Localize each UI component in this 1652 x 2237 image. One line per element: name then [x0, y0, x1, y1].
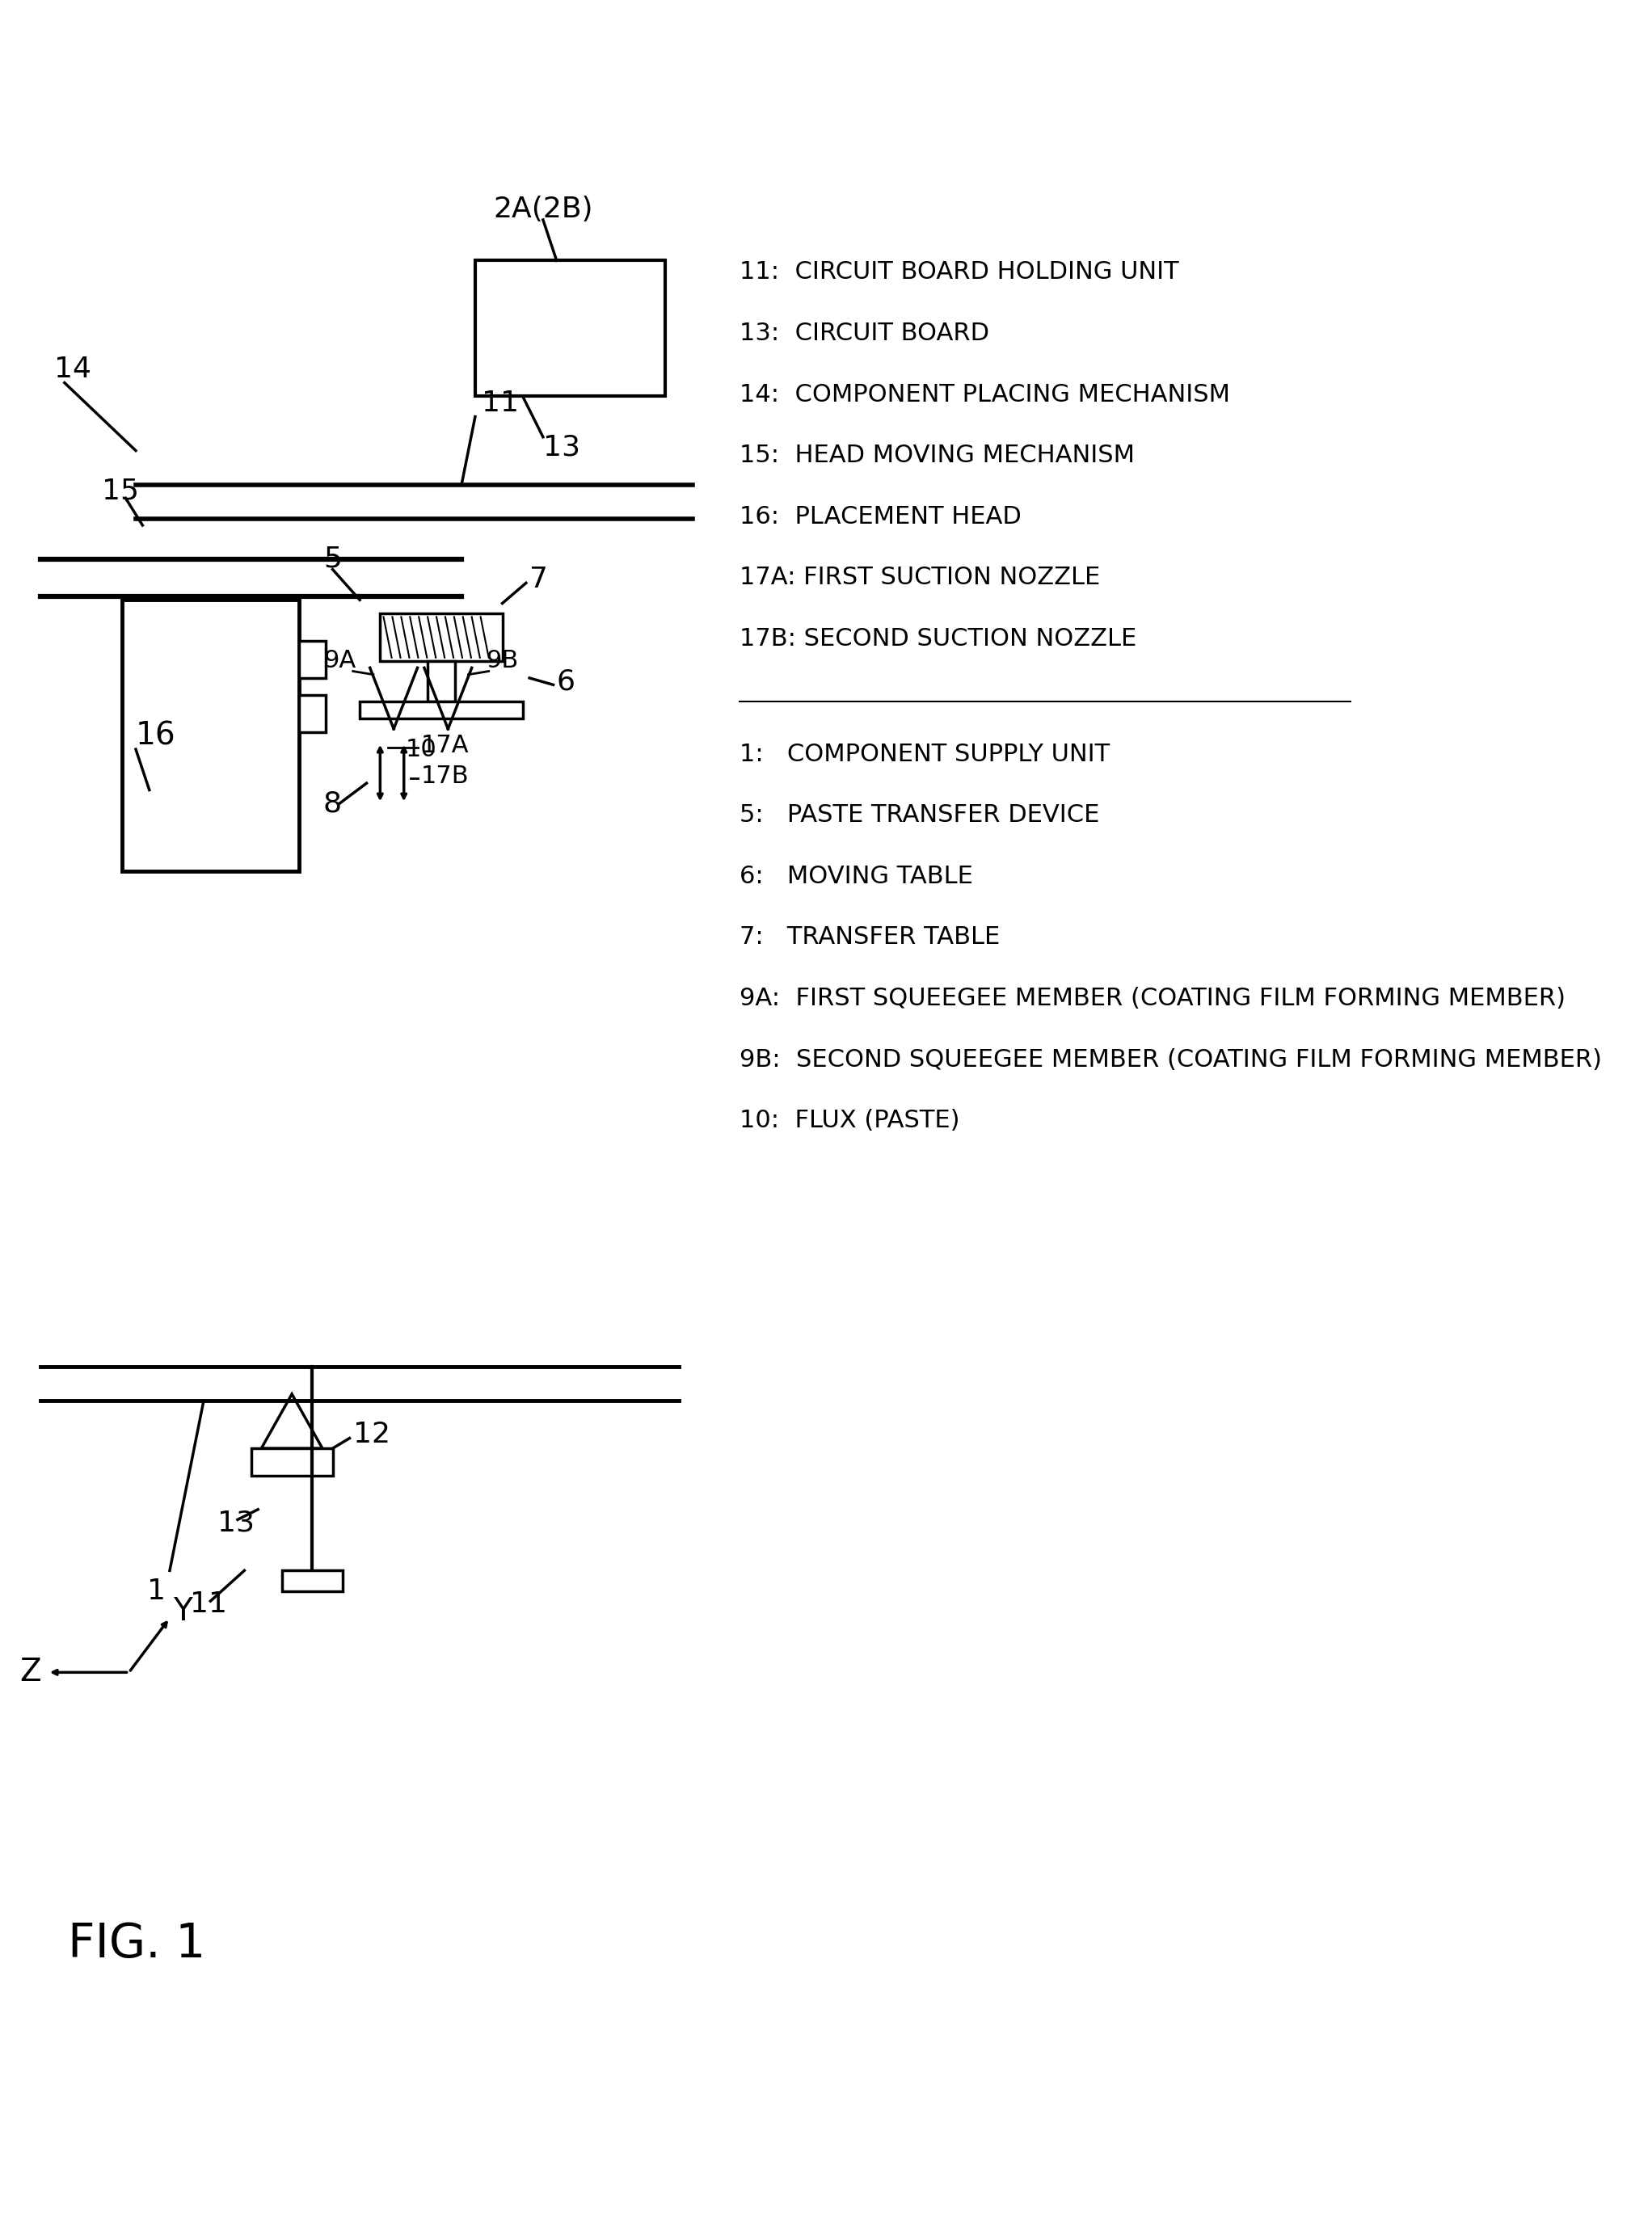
Bar [122, 600, 299, 872]
Bar [299, 696, 325, 731]
Text: 15: 15 [102, 476, 139, 506]
Text: 12: 12 [354, 1420, 390, 1450]
Text: 9A: 9A [324, 649, 355, 673]
Bar [428, 660, 454, 702]
Text: 11:  CIRCUIT BOARD HOLDING UNIT: 11: CIRCUIT BOARD HOLDING UNIT [740, 259, 1180, 284]
Text: 14: 14 [55, 356, 91, 383]
Text: 17B: SECOND SUCTION NOZZLE: 17B: SECOND SUCTION NOZZLE [740, 626, 1137, 651]
Text: 9B:  SECOND SQUEEGEE MEMBER (COATING FILM FORMING MEMBER): 9B: SECOND SQUEEGEE MEMBER (COATING FILM… [740, 1047, 1602, 1072]
Text: 16:  PLACEMENT HEAD: 16: PLACEMENT HEAD [740, 506, 1021, 528]
Text: 10: 10 [405, 738, 436, 761]
Text: 17B: 17B [421, 765, 469, 787]
Text: 2A(2B): 2A(2B) [494, 197, 593, 224]
Text: 16: 16 [135, 720, 177, 752]
Text: 17A: 17A [421, 734, 469, 758]
Text: FIG. 1: FIG. 1 [68, 1922, 205, 1966]
Text: 17A: FIRST SUCTION NOZZLE: 17A: FIRST SUCTION NOZZLE [740, 566, 1100, 588]
Text: 9B: 9B [486, 649, 519, 673]
Text: 13:  CIRCUIT BOARD: 13: CIRCUIT BOARD [740, 322, 990, 344]
Text: 7:   TRANSFER TABLE: 7: TRANSFER TABLE [740, 926, 1001, 948]
Text: 15:  HEAD MOVING MECHANISM: 15: HEAD MOVING MECHANISM [740, 443, 1135, 468]
Text: Y: Y [173, 1595, 192, 1626]
Text: 8: 8 [324, 790, 342, 817]
Text: 6:   MOVING TABLE: 6: MOVING TABLE [740, 866, 973, 888]
Text: 13: 13 [216, 1510, 254, 1537]
Text: 13: 13 [544, 434, 580, 461]
Bar [380, 613, 502, 660]
Bar [476, 259, 666, 396]
Bar [282, 1570, 344, 1591]
Text: 11: 11 [190, 1591, 228, 1617]
Text: 1: 1 [147, 1577, 165, 1604]
Text: 9A:  FIRST SQUEEGEE MEMBER (COATING FILM FORMING MEMBER): 9A: FIRST SQUEEGEE MEMBER (COATING FILM … [740, 987, 1566, 1011]
Text: 11: 11 [482, 389, 519, 416]
Text: 5:   PASTE TRANSFER DEVICE: 5: PASTE TRANSFER DEVICE [740, 803, 1100, 828]
Bar [299, 640, 325, 678]
Bar [360, 702, 522, 718]
Text: 10:  FLUX (PASTE): 10: FLUX (PASTE) [740, 1110, 960, 1132]
Text: 14:  COMPONENT PLACING MECHANISM: 14: COMPONENT PLACING MECHANISM [740, 383, 1231, 407]
Text: Z: Z [20, 1658, 41, 1687]
Text: 5: 5 [324, 546, 342, 573]
Bar [251, 1447, 332, 1476]
Text: 6: 6 [557, 667, 575, 696]
Text: 7: 7 [529, 566, 548, 593]
Text: 1:   COMPONENT SUPPLY UNIT: 1: COMPONENT SUPPLY UNIT [740, 743, 1110, 765]
